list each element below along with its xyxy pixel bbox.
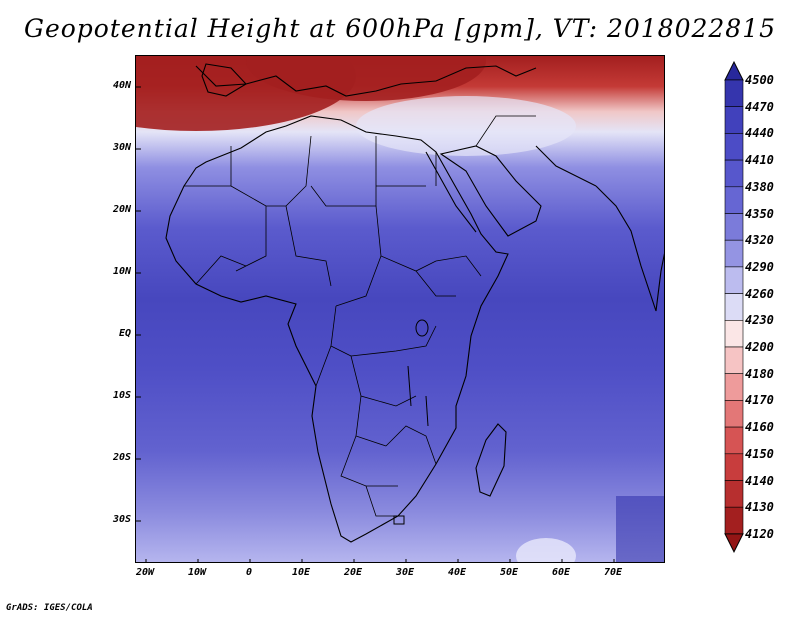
lon-label-40e: 40E: [447, 567, 467, 578]
iberia: [201, 63, 247, 97]
deep-blue-southeast: [616, 496, 664, 562]
colorbar-swatch: [724, 480, 744, 508]
lon-label-10w: 10W: [187, 567, 207, 578]
frame-ticks: [136, 86, 615, 562]
lat-label-10n: 10N: [112, 266, 131, 277]
colorbar-label: 4200: [745, 340, 774, 354]
country-borders: [184, 115, 536, 517]
colorbar-swatch: [724, 373, 744, 401]
colorbar-label: 4230: [745, 313, 774, 328]
africa-coastline: [165, 115, 509, 543]
lesotho-outline: [393, 515, 405, 525]
colorbar-label: 4320: [745, 233, 774, 248]
lat-label-eq: EQ: [118, 328, 131, 339]
map-panel: [135, 55, 665, 563]
map-title: Geopotential Height at 600hPa [gpm], VT:…: [23, 14, 777, 43]
colorbar-swatch: [724, 133, 744, 161]
colorbar-top-arrow: [724, 60, 744, 81]
colorbar-swatch: [724, 186, 744, 214]
lakes: [393, 319, 429, 525]
lon-label-20e: 20E: [343, 567, 363, 578]
colorbar-label: 4130: [745, 500, 774, 515]
colorbar-label: 4440: [745, 126, 774, 141]
lon-label-60e: 60E: [551, 567, 571, 578]
lat-label-20n: 20N: [112, 204, 131, 215]
lon-label-30e: 30E: [395, 567, 415, 578]
lat-label-30n: 30N: [112, 142, 131, 153]
colorbar-label: 4290: [745, 259, 774, 274]
colorbar-label: 4120: [745, 526, 774, 541]
colorbar-swatch: [724, 400, 744, 428]
red-sea: [425, 151, 477, 233]
pale-south-spot: [516, 538, 576, 562]
colorbar-label: 4410: [745, 153, 774, 168]
colorbar-swatch: [724, 266, 744, 294]
lon-label-10e: 10E: [291, 567, 311, 578]
colorbar-label: 4470: [745, 99, 774, 114]
colorbar-swatches: [724, 60, 744, 554]
colorbar-swatch: [724, 453, 744, 481]
lon-label-70e: 70E: [603, 567, 623, 578]
lat-label-10s: 10S: [112, 390, 131, 401]
colorbar-swatch: [724, 79, 744, 108]
india-coast: [595, 185, 664, 312]
grads-credit: GrADS: IGES/COLA: [6, 603, 93, 613]
colorbar-label: 4160: [745, 420, 774, 435]
colorbar-swatch: [724, 426, 744, 455]
lake-victoria: [415, 319, 429, 337]
colorbar-swatch: [724, 293, 744, 321]
coastlines: [165, 63, 664, 543]
pale-band-region: [356, 96, 576, 156]
lat-label-30s: 30S: [112, 514, 131, 525]
colorbar-label: 4350: [745, 206, 774, 221]
lon-label-50e: 50E: [499, 567, 519, 578]
colorbar-label: 4180: [745, 366, 774, 381]
lake-tanganyika: [407, 365, 412, 407]
arabian-peninsula: [439, 145, 542, 237]
colorbar-label: 4380: [745, 179, 774, 194]
lake-malawi: [425, 395, 429, 427]
colorbar-label: 4150: [745, 446, 774, 461]
colorbar-label: 4140: [745, 473, 774, 488]
colorbar-swatch: [724, 159, 744, 188]
colorbar-swatch: [724, 346, 744, 375]
lat-label-20s: 20S: [112, 452, 131, 463]
colorbar-swatch: [724, 319, 744, 348]
colorbar-swatch: [724, 213, 744, 241]
colorbar-swatch: [724, 106, 744, 134]
lon-label-0: 0: [245, 567, 253, 578]
europe-coast: [195, 65, 537, 97]
colorbar-label: 4170: [745, 393, 774, 408]
colorbar-label: 4260: [745, 286, 774, 301]
africa-map: [136, 56, 664, 562]
gulf-coast: [535, 145, 597, 187]
colorbar-swatch: [724, 239, 744, 268]
colorbar-label: 4500: [745, 73, 774, 87]
lon-label-20w: 20W: [135, 567, 155, 578]
colorbar-swatch: [724, 506, 744, 535]
colorbar-bottom-arrow: [724, 533, 744, 554]
lat-label-40n: 40N: [112, 80, 131, 91]
colorbar: [722, 60, 746, 564]
madagascar: [475, 423, 507, 497]
